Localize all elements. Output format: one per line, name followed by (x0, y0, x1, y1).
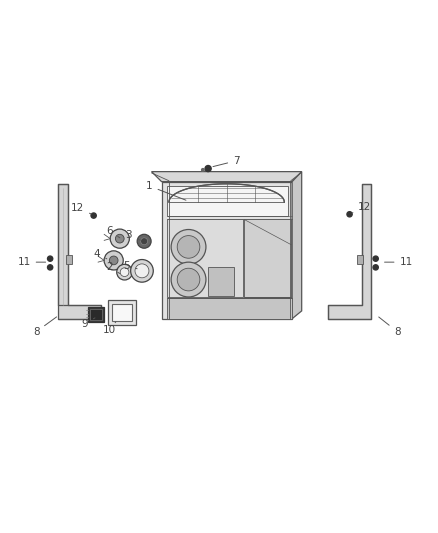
Text: 8: 8 (33, 317, 57, 337)
Circle shape (137, 235, 151, 248)
Circle shape (177, 268, 200, 291)
Text: 2: 2 (106, 262, 120, 273)
Polygon shape (328, 184, 371, 319)
Text: 12: 12 (352, 202, 371, 213)
Circle shape (347, 212, 352, 217)
Circle shape (141, 238, 148, 245)
Circle shape (47, 265, 53, 270)
Circle shape (104, 251, 123, 270)
Circle shape (201, 168, 204, 171)
Bar (66, 255, 72, 264)
Bar (167, 220, 243, 297)
Text: 9: 9 (81, 318, 95, 329)
Circle shape (120, 268, 129, 277)
Circle shape (171, 262, 206, 297)
Circle shape (117, 264, 132, 280)
Circle shape (171, 230, 206, 264)
Bar (108, 300, 136, 325)
Circle shape (373, 265, 378, 270)
Text: 11: 11 (18, 257, 46, 267)
Polygon shape (58, 184, 102, 319)
Bar (208, 266, 234, 296)
Bar (90, 309, 102, 320)
Polygon shape (169, 184, 284, 202)
Bar (113, 304, 131, 321)
Bar (357, 255, 364, 264)
Text: 10: 10 (103, 322, 116, 335)
Bar (167, 298, 292, 319)
Bar (167, 186, 288, 216)
Text: 4: 4 (94, 249, 107, 260)
Circle shape (116, 235, 124, 243)
Bar (88, 307, 104, 322)
Circle shape (177, 236, 200, 258)
Circle shape (91, 213, 96, 218)
Polygon shape (292, 172, 302, 319)
Text: 6: 6 (106, 226, 120, 238)
Circle shape (135, 264, 149, 278)
Polygon shape (152, 172, 302, 182)
Circle shape (110, 256, 118, 265)
Circle shape (131, 260, 153, 282)
Text: 12: 12 (71, 203, 91, 214)
Text: 8: 8 (379, 317, 401, 337)
Text: 11: 11 (385, 257, 413, 267)
Text: 3: 3 (126, 230, 140, 240)
Polygon shape (162, 182, 292, 319)
Text: 1: 1 (146, 181, 186, 200)
Bar (244, 220, 291, 297)
Circle shape (205, 166, 211, 172)
Circle shape (373, 256, 378, 261)
Text: 7: 7 (213, 156, 240, 167)
Circle shape (110, 229, 129, 248)
Text: 5: 5 (124, 261, 137, 271)
Circle shape (47, 256, 53, 261)
